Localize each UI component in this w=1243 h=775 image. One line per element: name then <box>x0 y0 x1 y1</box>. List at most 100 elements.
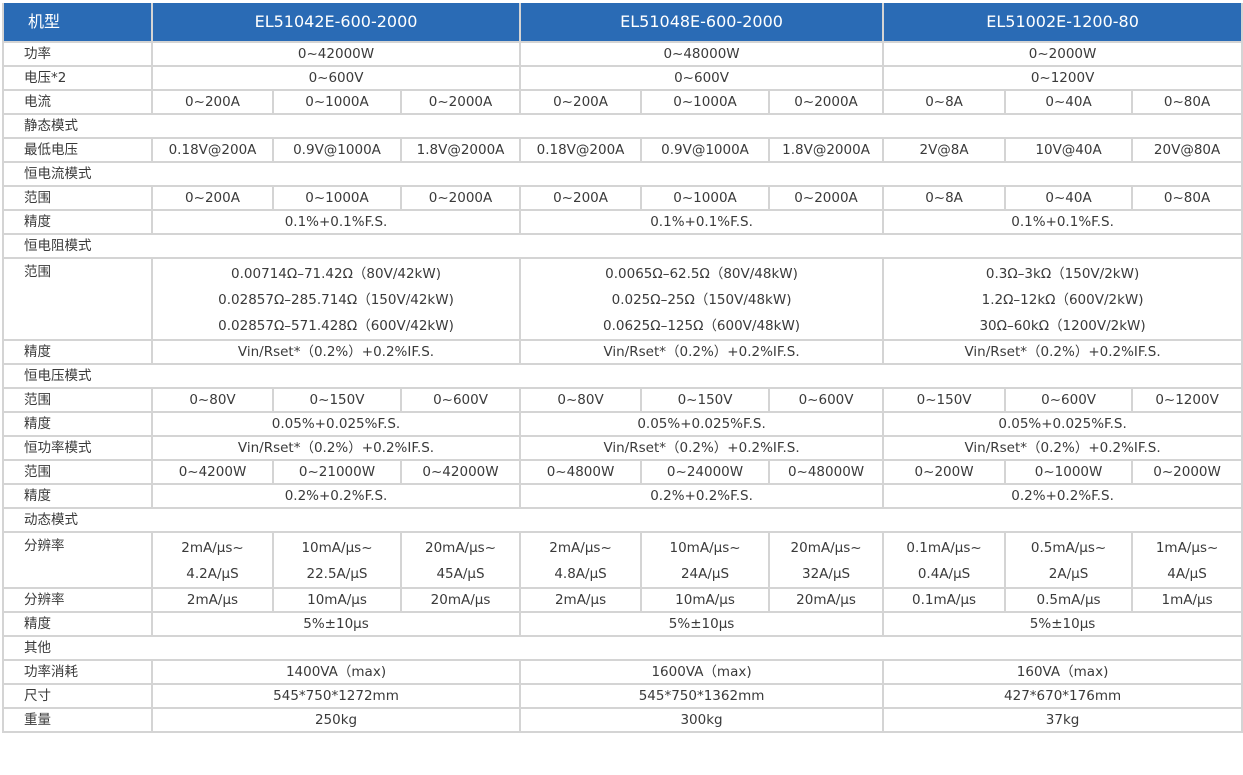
spec-value: Vin/Rset*（0.2%）+0.2%IF.S. <box>882 435 1243 461</box>
spec-value: 37kg <box>882 707 1243 733</box>
spec-value: 1mA/μs <box>1131 587 1243 613</box>
cell-line: 0.025Ω–25Ω（150V/48kW) <box>611 292 792 308</box>
row-label: 精度 <box>2 411 153 437</box>
section-row: 其他 <box>1 635 1243 661</box>
spec-value: 250kg <box>150 707 522 733</box>
spec-value: 545*750*1362mm <box>519 683 885 709</box>
model-header: EL51048E-600-2000 <box>519 3 885 43</box>
spec-value: 0.1mA/μs <box>882 587 1007 613</box>
row-label: 功率 <box>2 41 153 67</box>
cell-line: 10mA/μs~ <box>669 540 741 556</box>
spec-value: 10mA/μs~ 24A/μS <box>640 531 771 589</box>
table-row: 精度 5%±10μs 5%±10μs 5%±10μs <box>2 611 1243 637</box>
spec-value: 0.5mA/μs~ 2A/μS <box>1004 531 1134 589</box>
row-label: 电压*2 <box>2 65 153 91</box>
spec-value: 0~600V <box>519 65 885 91</box>
section-row: 动态模式 <box>1 507 1243 533</box>
spec-value: 1mA/μs~ 4A/μS <box>1131 531 1243 589</box>
spec-value: 0.05%+0.025%F.S. <box>882 411 1243 437</box>
cell-line: 45A/μS <box>436 566 485 582</box>
spec-value: 0~150V <box>882 387 1007 413</box>
section-title: 动态模式 <box>1 507 1243 533</box>
spec-value: 0.1mA/μs~ 0.4A/μS <box>882 531 1007 589</box>
spec-value: 2mA/μs <box>151 587 274 613</box>
spec-value: Vin/Rset*（0.2%）+0.2%IF.S. <box>519 435 885 461</box>
table-row: 精度 0.1%+0.1%F.S. 0.1%+0.1%F.S. 0.1%+0.1%F.S… <box>2 209 1243 235</box>
spec-value: 0.2%+0.2%F.S. <box>150 483 522 509</box>
spec-value: 10V@40A <box>1004 137 1134 163</box>
spec-value: 0.5mA/μs <box>1004 587 1134 613</box>
spec-value: 20V@80A <box>1131 137 1243 163</box>
spec-value: 0~1200V <box>1131 387 1243 413</box>
spec-value: 0.1%+0.1%F.S. <box>519 209 885 235</box>
spec-value: 0~200A <box>151 89 274 115</box>
cell-line: 1mA/μs~ <box>1155 540 1219 556</box>
spec-value: 0~1000W <box>1004 459 1134 485</box>
spec-value: 2V@8A <box>882 137 1007 163</box>
cell-line: 30Ω–60kΩ（1200V/2kW) <box>979 318 1146 334</box>
spec-value: 10mA/μs <box>640 587 771 613</box>
spec-value: 0~2000A <box>768 185 885 211</box>
cell-line: 0.02857Ω–285.714Ω（150V/42kW) <box>218 292 454 308</box>
cell-line: 24A/μS <box>680 566 730 582</box>
cell-line: 32A/μS <box>801 566 851 582</box>
spec-value: 0.3Ω–3kΩ（150V/2kW) 1.2Ω–12kΩ（600V/2kW) 30Ω… <box>882 257 1243 341</box>
table-row: 精度 0.2%+0.2%F.S. 0.2%+0.2%F.S. 0.2%+0.2%F.S… <box>2 483 1243 509</box>
cell-line: 4.8A/μS <box>554 566 607 582</box>
row-label: 精度 <box>2 339 153 365</box>
spec-value: 10mA/μs <box>272 587 402 613</box>
spec-value: 0~2000A <box>399 89 522 115</box>
spec-value: 0.0065Ω–62.5Ω（80V/48kW) 0.025Ω–25Ω（150V/4… <box>519 257 885 341</box>
section-title: 静态模式 <box>1 113 1243 139</box>
spec-value: 427*670*176mm <box>882 683 1243 709</box>
spec-value: 0~1000A <box>640 185 771 211</box>
cell-line: 22.5A/μS <box>306 566 368 582</box>
spec-value: 0~42000W <box>399 459 522 485</box>
row-label: 分辨率 <box>2 587 153 613</box>
table-row: 范围 0~80V 0~150V 0~600V 0~80V 0~150V 0~600V 0~15… <box>2 387 1243 413</box>
table-row: 范围 0~200A 0~1000A 0~2000A 0~200A 0~1000A 0~200… <box>2 185 1243 211</box>
spec-value: 0~200W <box>882 459 1007 485</box>
spec-value: 20mA/μs <box>399 587 522 613</box>
model-header: EL51002E-1200-80 <box>882 3 1243 43</box>
cell-line: 4.2A/μS <box>186 566 239 582</box>
spec-value: 0~40A <box>1004 185 1134 211</box>
cell-line: 0.4A/μS <box>917 566 971 582</box>
model-header: EL51042E-600-2000 <box>150 3 522 43</box>
section-row: 恒电流模式 <box>1 161 1243 187</box>
spec-value: 10mA/μs~ 22.5A/μS <box>272 531 402 589</box>
table-row: 最低电压 0.18V@200A 0.9V@1000A 1.8V@2000A 0.18V@… <box>2 137 1243 163</box>
spec-value: 0.1%+0.1%F.S. <box>150 209 522 235</box>
table-row: 分辨率 2mA/μs~ 4.2A/μS 10mA/μs~ 22.5A/μS 20mA/μs… <box>2 531 1243 589</box>
header-row: 机型 EL51042E-600-2000 EL51048E-600-2000 E… <box>2 3 1243 43</box>
spec-value: 0~600V <box>150 65 522 91</box>
row-label: 范围 <box>2 257 153 341</box>
spec-value: 0~600V <box>1004 387 1134 413</box>
spec-value: 0~4200W <box>151 459 274 485</box>
spec-value: 0~200A <box>151 185 274 211</box>
row-label: 范围 <box>2 387 153 413</box>
spec-value: Vin/Rset*（0.2%）+0.2%IF.S. <box>150 435 522 461</box>
spec-value: 0~80A <box>1131 185 1243 211</box>
spec-value: 0~80V <box>519 387 643 413</box>
spec-value: 0.2%+0.2%F.S. <box>519 483 885 509</box>
spec-value: 20mA/μs~ 45A/μS <box>399 531 522 589</box>
spec-value: 2mA/μs <box>519 587 643 613</box>
table-row: 功率 0~42000W 0~48000W 0~2000W <box>2 41 1243 67</box>
spec-value: 2mA/μs~ 4.2A/μS <box>151 531 274 589</box>
spec-value: 0~2000A <box>399 185 522 211</box>
spec-value: 20mA/μs~ 32A/μS <box>768 531 885 589</box>
spec-value: 0~40A <box>1004 89 1134 115</box>
row-label: 范围 <box>2 185 153 211</box>
section-title: 其他 <box>1 635 1243 661</box>
spec-value: 0~600V <box>768 387 885 413</box>
row-label: 电流 <box>2 89 153 115</box>
row-label: 最低电压 <box>2 137 153 163</box>
spec-value: 0~1000A <box>640 89 771 115</box>
row-label: 精度 <box>2 611 153 637</box>
spec-value: 0~200A <box>519 185 643 211</box>
cell-line: 2mA/μs~ <box>549 540 612 556</box>
spec-body: 功率 0~42000W 0~48000W 0~2000W 电压*2 0~600V 0~600… <box>1 41 1243 733</box>
cell-line: 0.5mA/μs~ <box>1030 540 1107 556</box>
spec-value: 20mA/μs <box>768 587 885 613</box>
